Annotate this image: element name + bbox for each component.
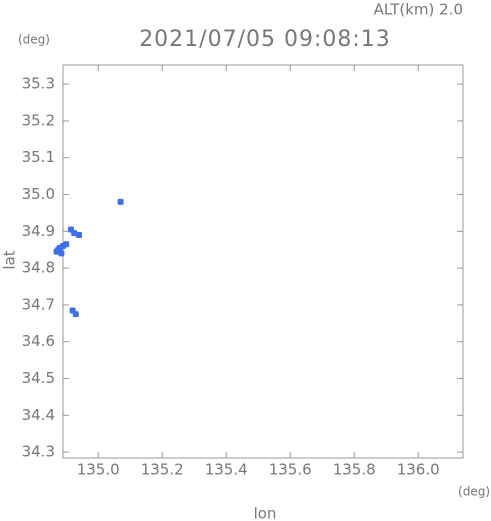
x-axis-label: lon [254, 505, 277, 521]
x-tick-label: 135.4 [205, 461, 248, 479]
y-tick-label: 34.8 [22, 259, 55, 277]
echo-point [71, 230, 78, 237]
x-tick-label: 135.2 [141, 461, 184, 479]
y-tick-label: 34.5 [22, 369, 55, 387]
chart-title: 2021/07/05 09:08:13 [139, 27, 391, 52]
y-tick-label: 34.9 [22, 222, 55, 240]
echo-point [72, 311, 79, 318]
echo-point [76, 232, 82, 239]
subtitle: ALT(km) 2.0 [374, 1, 463, 19]
x-tick-label: 135.6 [269, 461, 312, 479]
y-tick-label: 35.1 [22, 148, 55, 166]
echo-point [117, 198, 124, 205]
echo-point [63, 241, 70, 248]
y-axis-label: lat [1, 250, 19, 269]
x-unit: (deg) [458, 485, 490, 499]
y-tick-label: 35.0 [22, 185, 55, 203]
x-tick-label: 136.0 [397, 461, 440, 479]
y-tick-label: 34.3 [22, 443, 55, 461]
y-tick-label: 34.7 [22, 295, 55, 313]
echo-point [55, 246, 62, 253]
x-tick-label: 135.8 [333, 461, 376, 479]
y-unit: (deg) [18, 33, 50, 47]
x-tick-label: 135.0 [77, 461, 120, 479]
y-tick-label: 35.2 [22, 111, 55, 129]
y-tick-label: 35.3 [22, 75, 55, 93]
y-tick-label: 34.4 [22, 406, 55, 424]
plot-frame [62, 64, 464, 459]
y-tick-label: 34.6 [22, 332, 55, 350]
